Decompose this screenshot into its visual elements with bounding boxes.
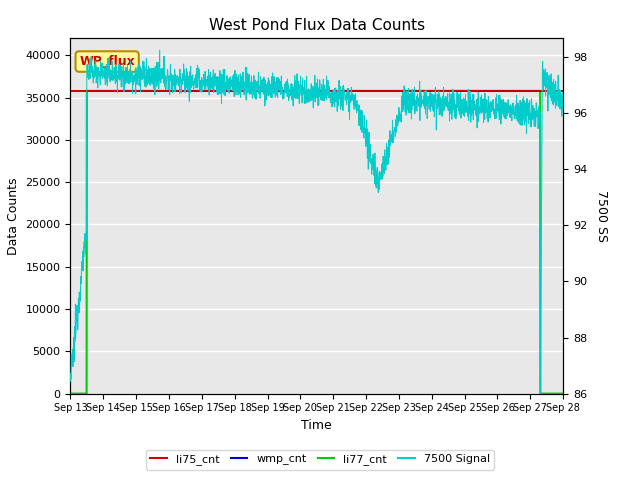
Legend: li75_cnt, wmp_cnt, li77_cnt, 7500 Signal: li75_cnt, wmp_cnt, li77_cnt, 7500 Signal <box>146 450 494 469</box>
Title: West Pond Flux Data Counts: West Pond Flux Data Counts <box>209 18 425 33</box>
X-axis label: Time: Time <box>301 419 332 432</box>
Y-axis label: 7500 SS: 7500 SS <box>595 190 608 242</box>
Y-axis label: Data Counts: Data Counts <box>7 177 20 255</box>
Text: WP_flux: WP_flux <box>79 55 135 68</box>
